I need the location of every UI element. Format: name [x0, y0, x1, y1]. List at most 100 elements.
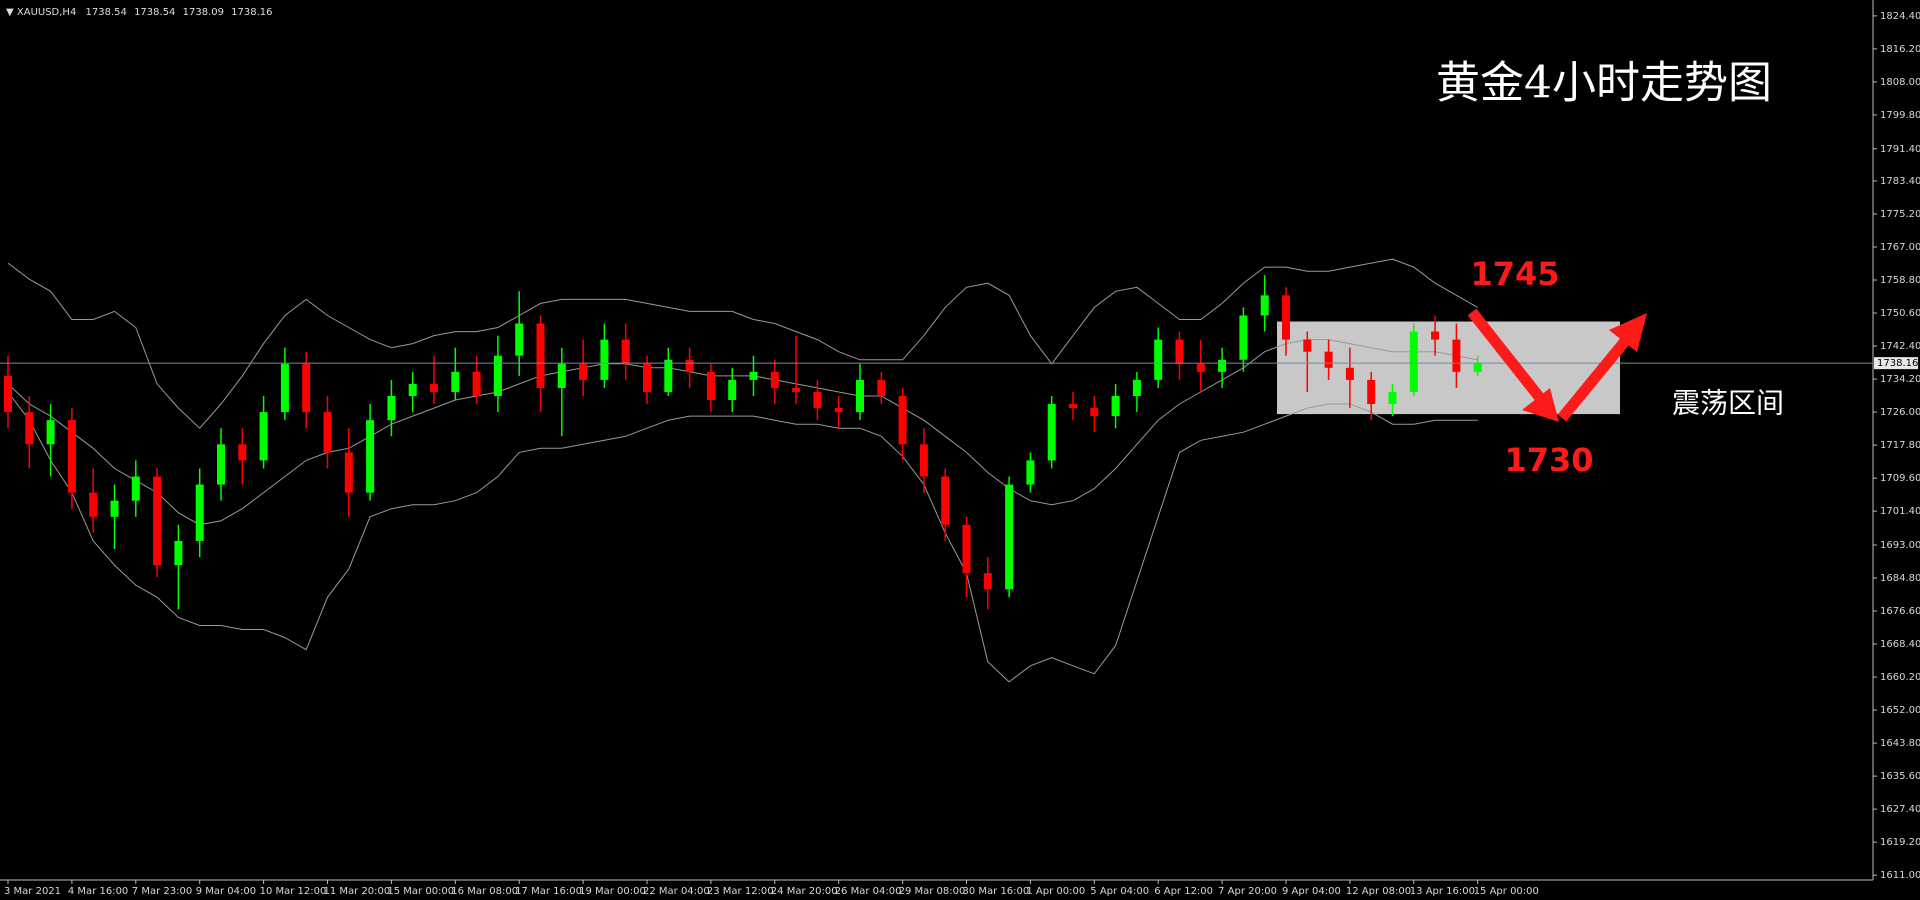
x-tick-label: 15 Apr 00:00	[1474, 886, 1539, 897]
candle-body	[685, 359, 694, 372]
header: ▼ XAUUSD,H4 1738.54 1738.54 1738.09 1738…	[6, 7, 273, 18]
candle-body	[430, 383, 438, 392]
candle-body	[131, 476, 140, 501]
candle-body	[962, 524, 971, 574]
price-tag	[1874, 357, 1918, 370]
candle-body	[1047, 404, 1056, 461]
y-tick-label: 1684.80	[1880, 573, 1920, 584]
candle-body	[280, 363, 289, 413]
x-tick-label: 5 Apr 04:00	[1090, 886, 1149, 897]
x-tick-label: 16 Mar 08:00	[451, 886, 518, 897]
candle-body	[25, 412, 34, 445]
candle-body	[1324, 351, 1333, 368]
candle-body	[813, 391, 822, 409]
y-tick-label: 1750.60	[1880, 308, 1920, 319]
candle-body	[579, 363, 588, 380]
candle-body	[408, 383, 417, 396]
header-open: 1738.54	[86, 7, 127, 18]
x-tick-label: 26 Mar 04:00	[835, 886, 902, 897]
y-tick-label: 1808.00	[1880, 77, 1920, 88]
x-tick-label: 17 Mar 16:00	[515, 886, 582, 897]
x-tick-label: 15 Mar 00:00	[387, 886, 454, 897]
candle-body	[983, 573, 992, 590]
candle-body	[706, 371, 715, 401]
x-tick-label: 9 Apr 04:00	[1282, 886, 1341, 897]
candle-body	[344, 452, 353, 493]
y-tick-label: 1619.20	[1880, 837, 1920, 848]
candle-body	[1282, 295, 1290, 340]
x-tick-label: 9 Mar 04:00	[196, 886, 256, 897]
candle-body	[1026, 460, 1035, 485]
candle-body	[238, 444, 247, 461]
candle-body	[1154, 339, 1163, 380]
candle-body	[1431, 331, 1440, 340]
candle-body	[387, 395, 396, 421]
candle-body	[1388, 391, 1397, 405]
candle-body	[1005, 484, 1014, 590]
candle-body	[1111, 395, 1120, 417]
candle-body	[472, 371, 481, 396]
x-tick-label: 6 Apr 12:00	[1154, 886, 1213, 897]
candle-body	[46, 420, 55, 445]
up-arrow	[1557, 313, 1647, 422]
candle-body	[323, 412, 332, 453]
y-tick-label: 1611.00	[1880, 870, 1920, 881]
y-tick-label: 1775.20	[1880, 209, 1920, 220]
arrow-shaft	[1557, 336, 1631, 422]
x-tick-label: 29 Mar 08:00	[899, 886, 966, 897]
candle-body	[195, 484, 204, 541]
candle-body	[664, 359, 673, 392]
range-box	[1277, 321, 1620, 415]
candle-body	[110, 500, 119, 517]
candle-body	[770, 371, 779, 388]
x-tick-label: 7 Apr 20:00	[1218, 886, 1277, 897]
x-tick-label: 1 Apr 00:00	[1026, 886, 1085, 897]
arrow-shaft	[1467, 308, 1545, 402]
range-label: 震荡区间	[1672, 387, 1784, 420]
band-line	[7, 391, 1478, 683]
chart-title: 黄金4小时走势图	[1436, 58, 1772, 109]
header-close: 1738.16	[231, 7, 272, 18]
y-tick-label: 1824.40	[1880, 11, 1920, 22]
x-tick-label: 11 Mar 20:00	[324, 886, 391, 897]
candle-body	[600, 339, 609, 380]
x-tick-label: 7 Mar 23:00	[132, 886, 192, 897]
x-tick-label: 3 Mar 2021	[4, 886, 61, 897]
y-tick-label: 1783.40	[1880, 176, 1920, 187]
candle-body	[451, 371, 460, 392]
candle-body	[4, 375, 12, 413]
symbol: XAUUSD,H4	[17, 7, 76, 18]
y-tick-label: 1734.20	[1880, 374, 1920, 385]
y-tick-label: 1652.00	[1880, 705, 1920, 716]
candle-body	[728, 379, 737, 401]
candle-body	[1452, 339, 1461, 372]
candle-body	[1473, 363, 1482, 372]
candle-body	[1303, 339, 1312, 352]
candle-body	[1069, 404, 1077, 409]
y-tick-label: 1799.80	[1880, 110, 1920, 121]
candle-body	[89, 492, 98, 517]
y-tick-label: 1627.40	[1880, 804, 1920, 815]
x-tick-label: 23 Mar 12:00	[707, 886, 774, 897]
target-low-label: 1730	[1504, 441, 1593, 479]
candle-body	[621, 339, 630, 364]
y-tick-label: 1816.20	[1880, 44, 1920, 55]
candle-body	[1260, 295, 1269, 316]
x-tick-label: 24 Mar 20:00	[771, 886, 838, 897]
candle-body	[919, 444, 928, 477]
x-tick-label: 30 Mar 16:00	[963, 886, 1030, 897]
arrow-head	[1522, 388, 1559, 422]
candle-body	[1132, 379, 1141, 396]
candle-body	[1409, 331, 1418, 392]
candle-body	[1090, 408, 1099, 417]
candle-body	[1239, 315, 1248, 360]
x-tick-label: 19 Mar 00:00	[579, 886, 646, 897]
y-tick-label: 1767.00	[1880, 242, 1920, 253]
y-tick-label: 1701.40	[1880, 506, 1920, 517]
band-line	[7, 258, 1478, 429]
candle-body	[536, 323, 545, 388]
candle-body	[302, 363, 311, 413]
y-tick-label: 1643.80	[1880, 738, 1920, 749]
candle-body	[67, 420, 76, 493]
